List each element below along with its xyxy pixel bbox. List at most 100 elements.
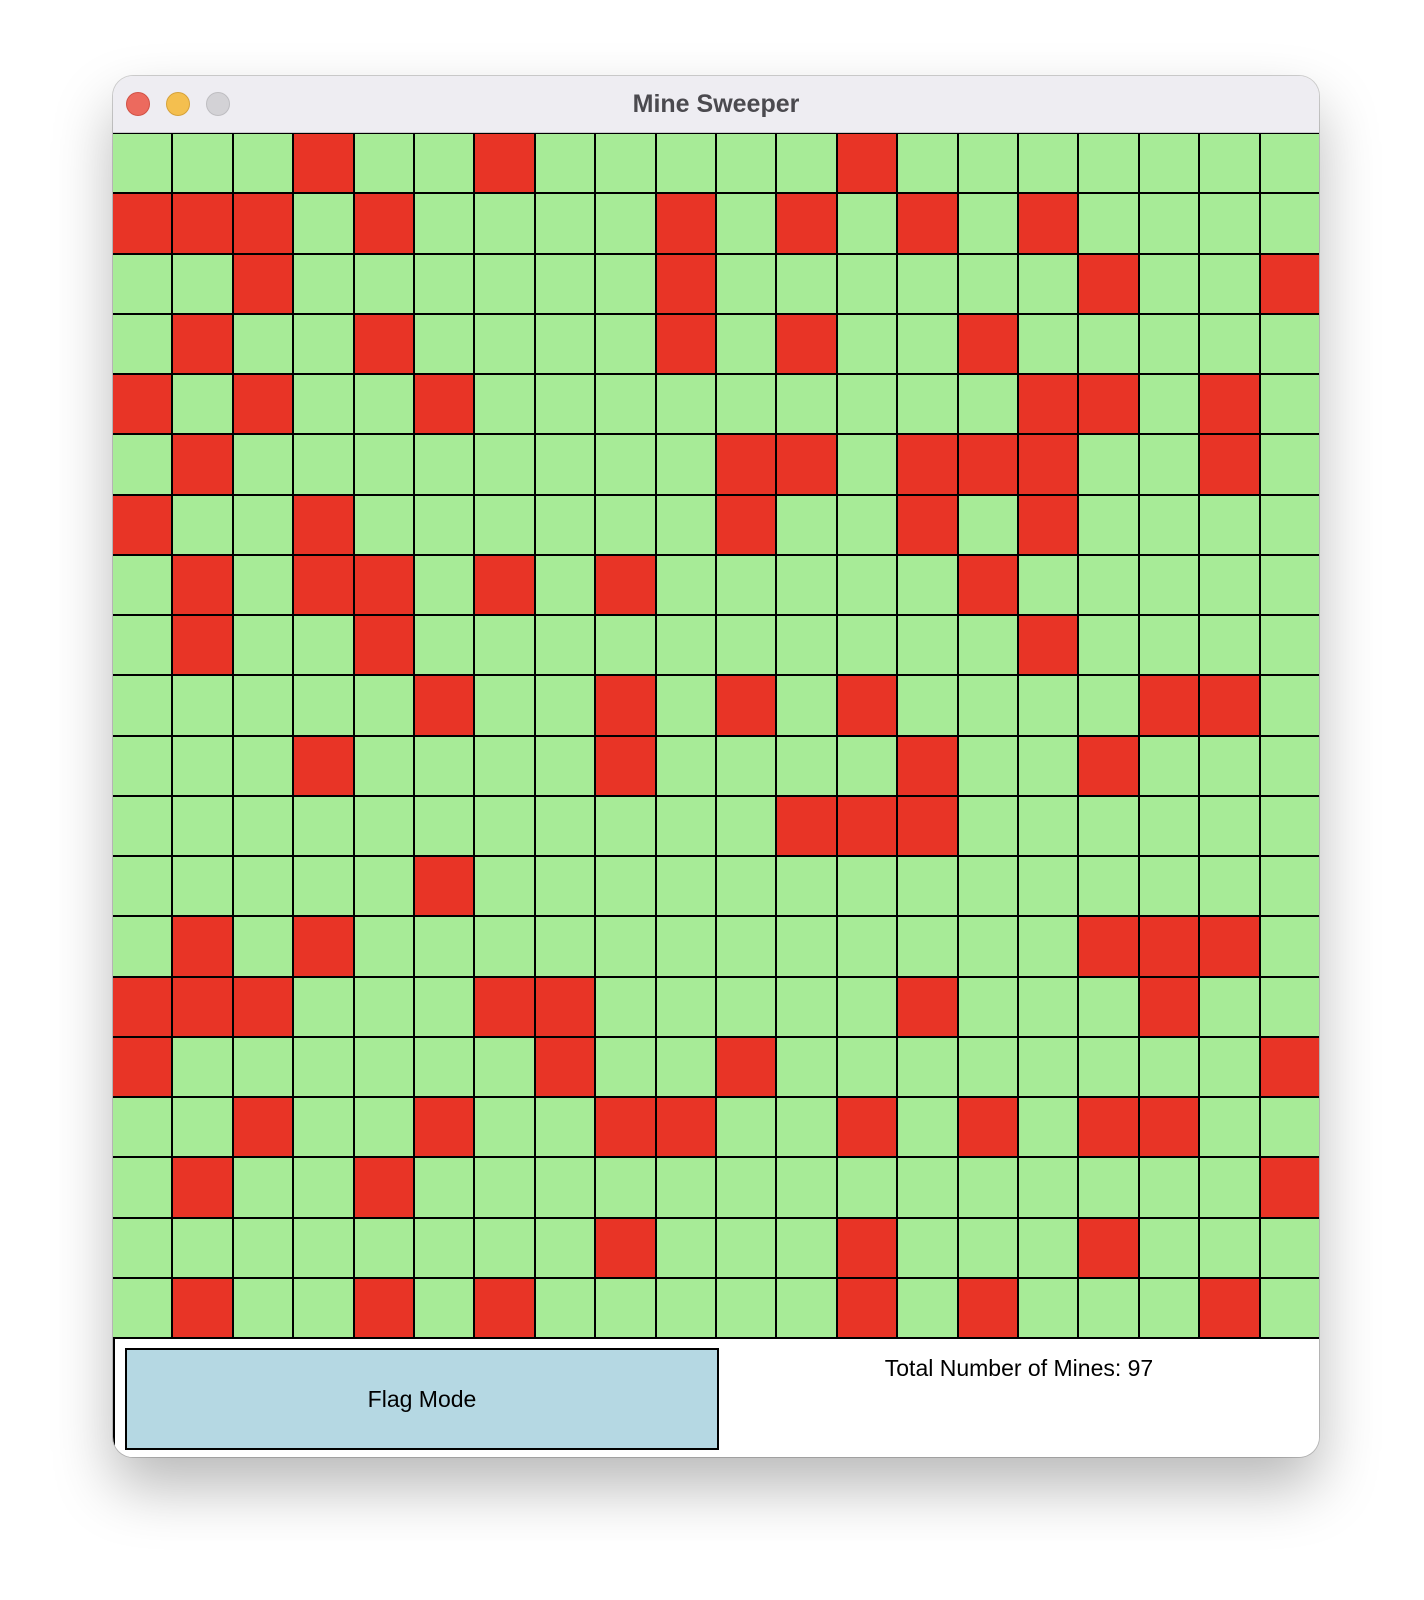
mine-cell[interactable] bbox=[354, 314, 413, 373]
minimize-window-button[interactable] bbox=[166, 92, 190, 116]
grid-cell[interactable] bbox=[294, 314, 353, 373]
mine-cell[interactable] bbox=[837, 1218, 897, 1277]
grid-cell[interactable] bbox=[596, 1278, 655, 1337]
grid-cell[interactable] bbox=[1200, 977, 1259, 1036]
grid-cell[interactable] bbox=[475, 375, 534, 434]
mine-cell[interactable] bbox=[1200, 375, 1259, 434]
grid-cell[interactable] bbox=[1260, 1278, 1319, 1337]
grid-cell[interactable] bbox=[898, 254, 957, 313]
mine-cell[interactable] bbox=[294, 736, 353, 795]
grid-cell[interactable] bbox=[656, 917, 715, 976]
grid-cell[interactable] bbox=[777, 676, 836, 735]
mine-cell[interactable] bbox=[1079, 917, 1138, 976]
grid-cell[interactable] bbox=[1200, 314, 1259, 373]
grid-cell[interactable] bbox=[294, 375, 353, 434]
grid-cell[interactable] bbox=[958, 857, 1017, 916]
grid-cell[interactable] bbox=[1139, 134, 1199, 193]
grid-cell[interactable] bbox=[958, 977, 1017, 1036]
grid-cell[interactable] bbox=[837, 857, 897, 916]
grid-cell[interactable] bbox=[898, 1278, 957, 1337]
grid-cell[interactable] bbox=[113, 917, 172, 976]
grid-cell[interactable] bbox=[1019, 1037, 1078, 1096]
mine-cell[interactable] bbox=[1200, 676, 1259, 735]
grid-cell[interactable] bbox=[173, 1098, 232, 1157]
grid-cell[interactable] bbox=[656, 1218, 715, 1277]
grid-cell[interactable] bbox=[958, 1037, 1017, 1096]
grid-cell[interactable] bbox=[294, 1037, 353, 1096]
mine-cell[interactable] bbox=[113, 1037, 172, 1096]
grid-cell[interactable] bbox=[173, 857, 232, 916]
mine-cell[interactable] bbox=[1200, 1278, 1259, 1337]
mine-cell[interactable] bbox=[415, 676, 474, 735]
mine-cell[interactable] bbox=[656, 254, 715, 313]
grid-cell[interactable] bbox=[596, 616, 655, 675]
grid-cell[interactable] bbox=[475, 495, 534, 554]
grid-cell[interactable] bbox=[958, 194, 1017, 253]
grid-cell[interactable] bbox=[415, 917, 474, 976]
grid-cell[interactable] bbox=[294, 1218, 353, 1277]
grid-cell[interactable] bbox=[354, 1098, 413, 1157]
grid-cell[interactable] bbox=[1200, 194, 1259, 253]
grid-cell[interactable] bbox=[717, 977, 776, 1036]
grid-cell[interactable] bbox=[415, 1037, 474, 1096]
mine-cell[interactable] bbox=[475, 555, 534, 614]
grid-cell[interactable] bbox=[1019, 134, 1078, 193]
grid-cell[interactable] bbox=[1200, 1218, 1259, 1277]
grid-cell[interactable] bbox=[113, 1218, 172, 1277]
grid-cell[interactable] bbox=[656, 495, 715, 554]
grid-cell[interactable] bbox=[777, 1037, 836, 1096]
mine-cell[interactable] bbox=[958, 1278, 1017, 1337]
mine-cell[interactable] bbox=[475, 1278, 534, 1337]
grid-cell[interactable] bbox=[1139, 375, 1199, 434]
grid-cell[interactable] bbox=[596, 134, 655, 193]
mine-cell[interactable] bbox=[173, 435, 232, 494]
grid-cell[interactable] bbox=[1019, 857, 1078, 916]
grid-cell[interactable] bbox=[717, 375, 776, 434]
mine-cell[interactable] bbox=[717, 435, 776, 494]
grid-cell[interactable] bbox=[898, 676, 957, 735]
grid-cell[interactable] bbox=[777, 375, 836, 434]
grid-cell[interactable] bbox=[1019, 796, 1078, 855]
grid-cell[interactable] bbox=[475, 1037, 534, 1096]
grid-cell[interactable] bbox=[596, 796, 655, 855]
grid-cell[interactable] bbox=[1139, 796, 1199, 855]
grid-cell[interactable] bbox=[656, 736, 715, 795]
mine-cell[interactable] bbox=[1079, 1218, 1138, 1277]
grid-cell[interactable] bbox=[1019, 676, 1078, 735]
grid-cell[interactable] bbox=[113, 1098, 172, 1157]
grid-cell[interactable] bbox=[113, 435, 172, 494]
grid-cell[interactable] bbox=[415, 495, 474, 554]
grid-cell[interactable] bbox=[656, 435, 715, 494]
grid-cell[interactable] bbox=[415, 1278, 474, 1337]
grid-cell[interactable] bbox=[354, 495, 413, 554]
grid-cell[interactable] bbox=[354, 857, 413, 916]
grid-cell[interactable] bbox=[1200, 857, 1259, 916]
grid-cell[interactable] bbox=[415, 435, 474, 494]
grid-cell[interactable] bbox=[475, 857, 534, 916]
grid-cell[interactable] bbox=[717, 736, 776, 795]
grid-cell[interactable] bbox=[354, 134, 413, 193]
grid-cell[interactable] bbox=[596, 375, 655, 434]
grid-cell[interactable] bbox=[958, 254, 1017, 313]
grid-cell[interactable] bbox=[233, 616, 293, 675]
mine-cell[interactable] bbox=[1260, 254, 1319, 313]
mine-cell[interactable] bbox=[1019, 375, 1078, 434]
grid-cell[interactable] bbox=[173, 796, 232, 855]
grid-cell[interactable] bbox=[113, 857, 172, 916]
grid-cell[interactable] bbox=[777, 736, 836, 795]
grid-cell[interactable] bbox=[1139, 495, 1199, 554]
grid-cell[interactable] bbox=[1139, 1278, 1199, 1337]
mine-cell[interactable] bbox=[354, 1278, 413, 1337]
grid-cell[interactable] bbox=[777, 1218, 836, 1277]
grid-cell[interactable] bbox=[837, 736, 897, 795]
grid-cell[interactable] bbox=[535, 676, 595, 735]
grid-cell[interactable] bbox=[1079, 1037, 1138, 1096]
grid-cell[interactable] bbox=[294, 435, 353, 494]
grid-cell[interactable] bbox=[354, 375, 413, 434]
grid-cell[interactable] bbox=[475, 314, 534, 373]
grid-cell[interactable] bbox=[1260, 555, 1319, 614]
mine-cell[interactable] bbox=[173, 1278, 232, 1337]
grid-cell[interactable] bbox=[233, 1037, 293, 1096]
mine-cell[interactable] bbox=[233, 375, 293, 434]
close-window-button[interactable] bbox=[126, 92, 150, 116]
